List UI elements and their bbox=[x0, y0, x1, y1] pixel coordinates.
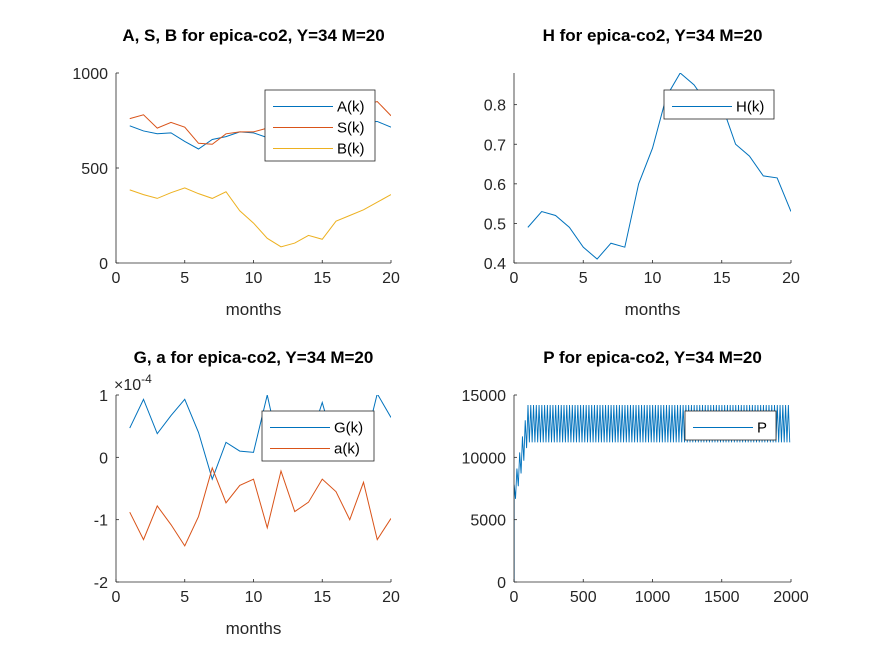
y-tick-label: 0.4 bbox=[484, 256, 506, 273]
y-tick-label: 0 bbox=[99, 256, 108, 273]
legend-entry: H(k) bbox=[736, 99, 764, 116]
y-tick-label: 1 bbox=[99, 388, 108, 405]
x-tick-label: 15 bbox=[313, 270, 331, 287]
x-axis-label: months bbox=[226, 619, 282, 638]
x-tick-label: 10 bbox=[245, 589, 263, 606]
y-tick-label: -2 bbox=[94, 575, 108, 592]
x-tick-label: 20 bbox=[782, 270, 800, 287]
legend-entry: S(k) bbox=[337, 120, 365, 137]
x-tick-label: 10 bbox=[644, 270, 662, 287]
legend: A(k) S(k) B(k) bbox=[264, 89, 376, 162]
x-tick-label: 10 bbox=[245, 270, 263, 287]
x-tick-label: 1000 bbox=[635, 589, 671, 606]
legend: G(k) a(k) bbox=[261, 410, 375, 462]
y-tick-label: 0.7 bbox=[484, 137, 506, 154]
legend-entry: a(k) bbox=[334, 441, 360, 458]
chart-title: G, a for epica-co2, Y=34 M=20 bbox=[134, 348, 374, 367]
y-tick-label: 1000 bbox=[72, 66, 108, 83]
legend-box bbox=[261, 410, 375, 462]
x-tick-label: 0 bbox=[510, 589, 519, 606]
y-tick-label: 15000 bbox=[462, 388, 507, 405]
x-tick-label: 0 bbox=[112, 589, 121, 606]
legend: H(k) bbox=[663, 89, 775, 120]
x-tick-label: 500 bbox=[570, 589, 597, 606]
x-tick-label: 2000 bbox=[773, 589, 809, 606]
x-tick-label: 20 bbox=[382, 270, 400, 287]
legend-box bbox=[684, 410, 777, 441]
y-tick-label: 0.6 bbox=[484, 177, 506, 194]
x-axis-label: months bbox=[226, 300, 282, 319]
legend-entry: A(k) bbox=[337, 99, 365, 116]
chart-4: 0 500 1000 1500 2000 0 5000 10000 15000 P for epi… bbox=[462, 348, 809, 606]
y-tick-label: 0.8 bbox=[484, 98, 506, 115]
legend-entry: G(k) bbox=[334, 420, 363, 437]
legend-entry: P bbox=[757, 420, 767, 437]
y-tick-label: 0.5 bbox=[484, 216, 506, 233]
y-tick-label: 0 bbox=[497, 575, 506, 592]
x-tick-label: 1500 bbox=[704, 589, 740, 606]
y-tick-label: 5000 bbox=[470, 513, 506, 530]
series-group bbox=[527, 73, 791, 260]
x-tick-label: 15 bbox=[713, 270, 731, 287]
chart-1: 0 5 10 15 20 0 500 1000 A, S, B for epica-co2, Y… bbox=[72, 26, 400, 319]
chart-3: 0 5 10 15 20 -2 -1 0 1 ×10-4 G, a for epica-co2, Y… bbox=[94, 348, 400, 638]
series-line-1 bbox=[527, 73, 791, 260]
legend: P bbox=[684, 410, 777, 441]
series-line-2 bbox=[129, 466, 391, 547]
chart-2: 0 5 10 15 20 0.4 0.5 0.6 0.7 0.8 H for epica-co2, … bbox=[484, 26, 800, 319]
y-exponent-label: ×10-4 bbox=[114, 372, 152, 394]
legend-box bbox=[663, 89, 775, 120]
legend-box bbox=[264, 89, 376, 162]
series-line-3 bbox=[129, 187, 391, 248]
y-tick-label: 0 bbox=[99, 450, 108, 467]
y-tick-label: 500 bbox=[81, 161, 108, 178]
y-tick-label: -1 bbox=[94, 513, 108, 530]
chart-title: H for epica-co2, Y=34 M=20 bbox=[543, 26, 763, 45]
x-tick-label: 15 bbox=[313, 589, 331, 606]
chart-title: P for epica-co2, Y=34 M=20 bbox=[543, 348, 762, 367]
x-tick-label: 5 bbox=[180, 589, 189, 606]
x-tick-label: 5 bbox=[579, 270, 588, 287]
x-tick-label: 20 bbox=[382, 589, 400, 606]
chart-title: A, S, B for epica-co2, Y=34 M=20 bbox=[122, 26, 384, 45]
x-tick-label: 5 bbox=[180, 270, 189, 287]
y-tick-label: 10000 bbox=[462, 450, 507, 467]
x-tick-label: 0 bbox=[510, 270, 519, 287]
x-tick-label: 0 bbox=[112, 270, 121, 287]
legend-entry: B(k) bbox=[337, 141, 365, 158]
x-axis-label: months bbox=[625, 300, 681, 319]
